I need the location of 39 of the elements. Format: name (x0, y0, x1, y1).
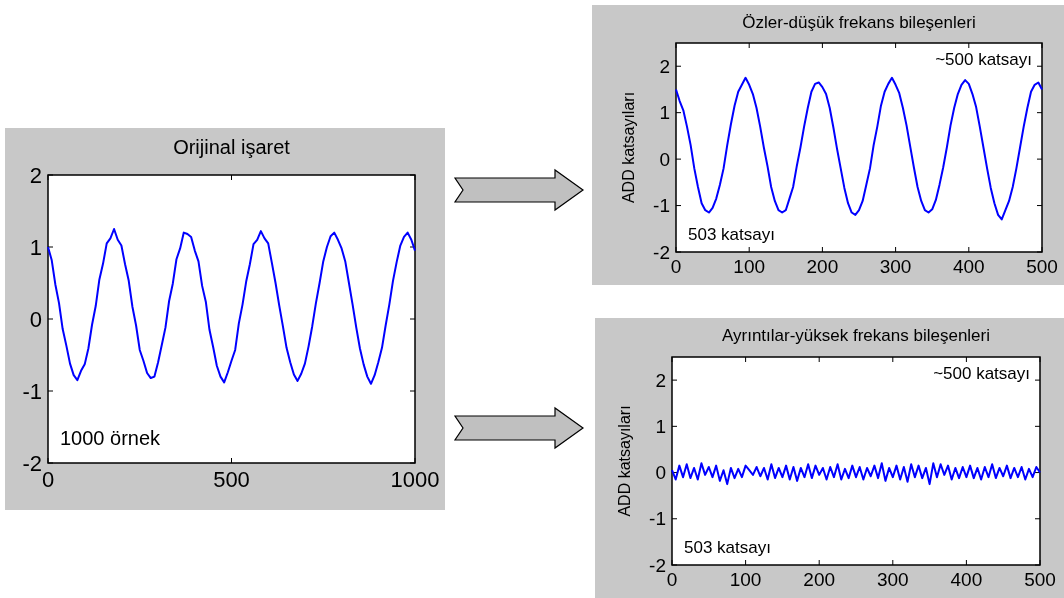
y-axis-title: ADD katsayıları (616, 405, 633, 517)
annotation: ~500 katsayı (933, 364, 1030, 383)
y-tick-label: 2 (659, 55, 670, 77)
x-tick-label: 500 (1024, 569, 1056, 590)
x-tick-label: 400 (952, 256, 985, 277)
chart-title: Ayrıntılar-yüksek frekans bileşenleri (721, 326, 991, 345)
chart-title: Orijinal işaret (173, 136, 291, 158)
x-tick-label: 300 (879, 256, 912, 277)
y-tick-label: 1 (29, 234, 42, 260)
line-series (47, 228, 416, 385)
x-tick-label: 200 (803, 569, 836, 590)
annotation: 1000 örnek (60, 427, 162, 449)
line-series (675, 76, 1043, 221)
annotation: 503 katsayı (684, 538, 771, 557)
y-tick-label: 2 (29, 162, 42, 188)
y-tick-label: -2 (22, 450, 42, 476)
x-tick-label: 300 (876, 569, 909, 590)
y-tick-label: 2 (655, 369, 666, 391)
line-series (671, 462, 1041, 486)
chart-title: Özler-düşük frekans bileşenleri (742, 13, 976, 32)
x-tick-label: 100 (733, 256, 766, 277)
x-tick-label: 500 (1026, 256, 1058, 277)
annotation: ~500 katsayı (935, 50, 1032, 69)
y-tick-label: -2 (649, 554, 666, 576)
y-tick-label: 0 (29, 306, 42, 332)
y-tick-label: -2 (653, 241, 670, 263)
y-tick-label: 0 (659, 148, 670, 170)
y-tick-label: -1 (22, 378, 42, 404)
x-tick-label: 1000 (390, 467, 440, 492)
x-tick-label: 100 (729, 569, 762, 590)
y-tick-label: -1 (649, 508, 666, 530)
x-tick-label: 400 (950, 569, 983, 590)
x-tick-label: 500 (213, 467, 250, 492)
y-tick-label: 1 (655, 415, 666, 437)
annotation: 503 katsayı (688, 225, 775, 244)
y-tick-label: 1 (659, 102, 670, 124)
y-axis-title: ADD katsayıları (620, 91, 637, 204)
y-tick-label: -1 (653, 195, 670, 217)
x-tick-label: 200 (806, 256, 839, 277)
